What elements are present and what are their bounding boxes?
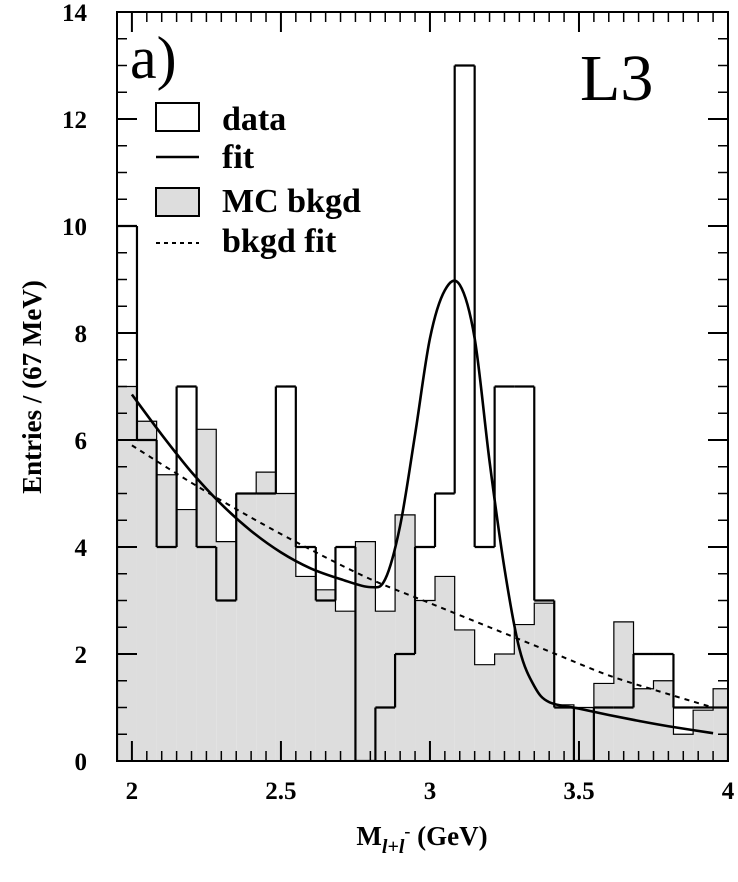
y-tick-label: 8 (75, 321, 88, 348)
x-axis-title-sub: l+l (382, 836, 405, 858)
mc-bkgd-bin (514, 624, 535, 761)
legend: data fit MC bkgd bkgd fit (155, 101, 361, 260)
mc-bkgd-histogram (117, 385, 728, 761)
legend-symbol-mc-bkgd (155, 187, 200, 217)
x-tick-label: 4 (722, 778, 735, 805)
y-axis: 0 2 4 6 8 10 12 14 (62, 0, 728, 776)
mc-bkgd-bin (256, 472, 276, 761)
y-tick-label: 10 (62, 214, 87, 241)
mc-bkgd-bin (613, 621, 634, 761)
mc-bkgd-bin (216, 541, 237, 761)
x-axis-title-sup: - (404, 821, 410, 841)
mc-bkgd-bin (355, 541, 376, 761)
legend-symbol-data (155, 102, 200, 132)
legend-label-fit: fit (222, 139, 255, 176)
legend-label-mc-bkgd: MC bkgd (222, 183, 361, 220)
legend-label-data: data (222, 101, 286, 138)
mc-bkgd-bin (236, 493, 257, 761)
y-tick-label: 6 (75, 428, 88, 455)
mc-bkgd-bin (435, 576, 455, 761)
y-tick-label: 14 (62, 0, 88, 27)
mc-bkgd-bin (713, 688, 728, 761)
legend-label-bkgd-fit: bkgd fit (222, 223, 337, 260)
fit-line (130, 279, 714, 735)
mc-bkgd-bin (395, 514, 416, 761)
mc-bkgd-bin (335, 611, 356, 761)
x-axis-title: Ml+l- (GeV) (356, 821, 487, 858)
mc-bkgd-bin (693, 710, 714, 761)
x-axis: 2 2.5 3 3.5 4 (116, 12, 735, 805)
mc-bkgd-bin (295, 576, 316, 761)
mc-bkgd-bin (415, 600, 436, 761)
y-tick-label: 2 (75, 642, 88, 669)
x-tick-label: 2.5 (265, 778, 296, 805)
mc-bkgd-bin (136, 421, 157, 761)
mc-bkgd-bin (275, 493, 296, 761)
mc-bkgd-bin (176, 509, 197, 761)
mc-bkgd-bin (474, 664, 495, 761)
y-tick-label: 12 (62, 107, 87, 134)
mc-bkgd-bin (454, 629, 475, 761)
x-axis-title-main: M (356, 821, 381, 851)
x-tick-label: 3 (424, 778, 437, 805)
y-tick-label: 0 (75, 749, 88, 776)
y-tick-label: 4 (75, 535, 88, 562)
mc-bkgd-bin (375, 611, 396, 761)
mc-bkgd-bin (156, 474, 177, 761)
mc-bkgd-bin (196, 429, 217, 761)
mc-bkgd-bin (315, 589, 336, 761)
experiment-label: L3 (580, 42, 653, 115)
mc-bkgd-bin (673, 734, 694, 761)
y-axis-title: Entries / (67 MeV) (17, 280, 47, 494)
x-tick-label: 2 (126, 778, 139, 805)
mc-bkgd-bin (653, 680, 674, 761)
mc-bkgd-bin (573, 707, 594, 761)
panel-label: a) (130, 25, 177, 91)
fit-curve (130, 279, 714, 735)
mc-bkgd-bin (494, 654, 515, 761)
mc-bkgd-bin (593, 683, 614, 761)
x-axis-title-suffix: (GeV) (410, 821, 487, 851)
mc-bkgd-bin (554, 704, 574, 761)
x-tick-label: 3.5 (563, 778, 594, 805)
mc-bkgd-bin (633, 688, 654, 761)
mc-bkgd-bin (534, 603, 555, 761)
